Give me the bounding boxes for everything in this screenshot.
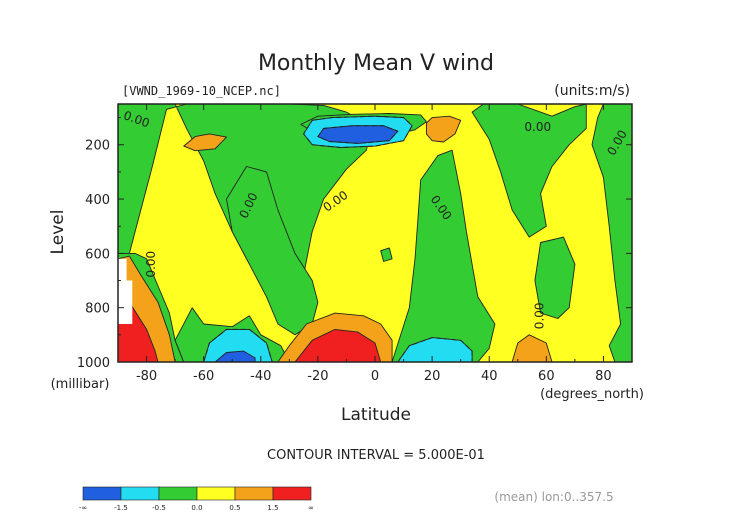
chart-title: Monthly Mean V wind (258, 51, 494, 76)
contour-region-blue-south-sfc (214, 350, 256, 362)
contour-region-orange-left (183, 133, 227, 152)
x-tick-label: 20 (424, 369, 441, 384)
colorbar-label: 0.0 (191, 504, 202, 512)
zero-contour-label: 0.00 (524, 120, 551, 134)
x-unit-label: (degrees_north) (540, 387, 644, 402)
colorbar-swatch (158, 486, 198, 501)
x-axis-label: Latitude (341, 405, 411, 425)
y-tick-label: 800 (85, 302, 110, 317)
y-tick-label: 1000 (77, 356, 110, 371)
colorbar-swatch (272, 486, 312, 501)
y-unit-label: (millibar) (51, 377, 110, 392)
colorbar-swatch (120, 486, 160, 501)
contour-region-orange-north-sfc (511, 334, 553, 362)
negative-contour-0 (302, 115, 413, 149)
colorbar-swatch (82, 486, 122, 501)
y-tick-label: 600 (85, 247, 110, 262)
x-tick-label: -60 (193, 369, 214, 384)
x-tick-label: -20 (307, 369, 328, 384)
colorbar-label: 0.5 (229, 504, 240, 512)
contour-region-green-north-upper (471, 104, 587, 238)
contour-region-green-small-dot (380, 247, 393, 262)
negative-contour-3 (397, 337, 473, 362)
plot-area: 0.00 0.000.000.00 0.00 0.000.000.00 -80 -60-… (77, 103, 633, 384)
missing-left-1 (118, 258, 127, 281)
zero-contour-label: 0.00 (144, 251, 158, 278)
contour-region-orange-upper-mid (425, 115, 462, 143)
x-tick-label: 80 (595, 369, 612, 384)
colorbar: -∞ -1.5 -0.5 0.0 0.5 1.5 ∞ (79, 486, 314, 512)
zero-contour-label: 0.00 (533, 302, 547, 329)
negative-contour-2 (203, 328, 273, 362)
contour-region-green-center-north (391, 149, 496, 362)
y-tick-label: 400 (85, 193, 110, 208)
colorbar-swatch (196, 486, 236, 501)
colorbar-label: ∞ (308, 504, 314, 512)
colorbar-label: 1.5 (267, 504, 278, 512)
colorbar-swatch (234, 486, 274, 501)
y-axis-label: Level (48, 210, 68, 255)
contour-region-green-north-right (591, 104, 632, 362)
contour-region-red-south-sfc (294, 328, 382, 362)
colorbar-label: -0.5 (152, 504, 166, 512)
units-label: (units:m/s) (554, 83, 630, 99)
x-tick-label: -80 (136, 369, 157, 384)
x-tick-label: 40 (481, 369, 498, 384)
missing-left-2 (118, 280, 133, 324)
contour-interval-label: CONTOUR INTERVAL = 5.000E-01 (267, 448, 485, 463)
x-tick-label: 0 (371, 369, 379, 384)
subset-label: (mean) lon:0..357.5 (494, 490, 613, 504)
y-tick-label: 200 (85, 139, 110, 154)
contour-region-green-north-lower (534, 236, 576, 319)
colorbar-label: -∞ (79, 504, 87, 512)
negative-contour-1 (317, 125, 399, 144)
x-tick-label: -40 (250, 369, 271, 384)
colorbar-label: -1.5 (114, 504, 128, 512)
x-tick-label: 60 (538, 369, 555, 384)
file-label: [VWND_1969-10_NCEP.nc] (122, 84, 281, 98)
